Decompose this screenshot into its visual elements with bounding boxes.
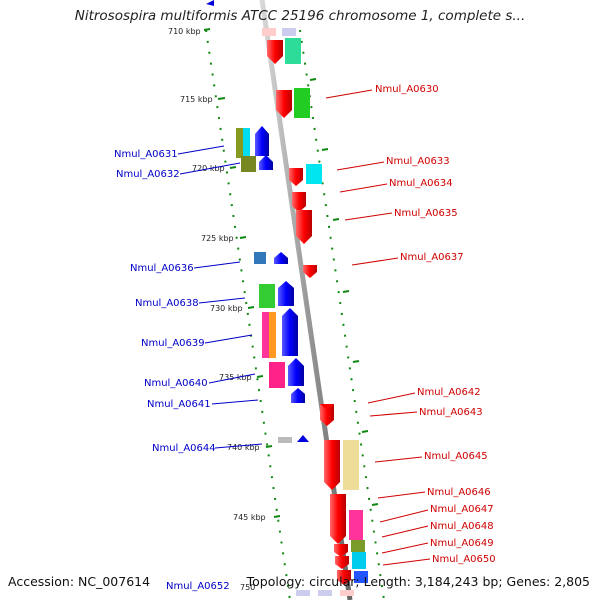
gene-label-right[interactable]: Nmul_A0646 xyxy=(427,487,491,498)
gene-label-left[interactable]: Nmul_A0639 xyxy=(141,338,205,349)
gene-block xyxy=(306,164,322,184)
gene-label-left[interactable]: Nmul_A0631 xyxy=(114,149,178,160)
gene-block xyxy=(351,540,365,552)
gene-arrow xyxy=(291,388,305,403)
gene-block xyxy=(236,128,243,158)
reverse-strand-genes xyxy=(236,126,309,443)
gene-arrow xyxy=(334,544,348,557)
gene-arrow xyxy=(337,570,351,585)
gene-block xyxy=(243,128,250,158)
scale-labels: 710 kbp 715 kbp 720 kbp 725 kbp 730 kbp … xyxy=(168,27,281,592)
gene-arrow xyxy=(303,265,317,278)
gene-label-left[interactable]: Nmul_A0636 xyxy=(130,263,194,274)
gene-block xyxy=(259,284,275,308)
gene-label-left[interactable]: Nmul_A0644 xyxy=(152,443,216,454)
scale-label-725: 725 kbp xyxy=(201,234,234,243)
label-leaders-right xyxy=(325,89,431,566)
gene-arrow xyxy=(255,126,269,156)
gene-arrow xyxy=(274,252,288,264)
gene-arrow xyxy=(288,358,304,386)
gene-arrow xyxy=(259,155,273,170)
gene-arrow xyxy=(282,308,298,356)
gene-arrow xyxy=(289,168,303,186)
gene-label-right[interactable]: Nmul_A0648 xyxy=(430,521,494,532)
gene-label-right[interactable]: Nmul_A0634 xyxy=(389,178,453,189)
gene-label-right[interactable]: Nmul_A0633 xyxy=(386,156,450,167)
gene-block xyxy=(343,440,359,490)
gene-block xyxy=(254,252,266,264)
gene-block xyxy=(241,156,256,172)
gene-label-right[interactable]: Nmul_A0635 xyxy=(394,208,458,219)
gene-block xyxy=(354,571,368,583)
gene-label-left[interactable]: Nmul_A0640 xyxy=(144,378,208,389)
gene-arrow xyxy=(297,435,309,442)
gene-arrow xyxy=(276,90,292,118)
gene-label-right[interactable]: Nmul_A0642 xyxy=(417,387,481,398)
scale-label-740: 740 kbp xyxy=(227,443,260,452)
gene-block xyxy=(349,510,363,540)
gene-arrow xyxy=(330,494,346,544)
gene-label-right[interactable]: Nmul_A0647 xyxy=(430,504,494,515)
top-partial-genes xyxy=(206,0,296,36)
gene-block xyxy=(352,552,366,569)
scale-label-715: 715 kbp xyxy=(180,95,213,104)
gene-block xyxy=(285,38,301,64)
gene-arrow xyxy=(296,210,312,244)
gene-arrow xyxy=(320,404,334,410)
gene-arrow xyxy=(320,404,334,426)
scale-label-730: 730 kbp xyxy=(210,304,243,313)
gene-labels-left: Nmul_A0631 Nmul_A0632 Nmul_A0636 Nmul_A0… xyxy=(114,149,230,592)
bottom-partial-genes xyxy=(296,590,354,596)
topology-label: Topology: circular; Length: 3,184,243 bp… xyxy=(246,574,590,589)
gene-arrow xyxy=(292,192,306,212)
gene-arrow xyxy=(335,556,349,569)
gene-arrow xyxy=(278,281,294,306)
map-title: Nitrosospira multiformis ATCC 25196 chro… xyxy=(74,8,526,24)
gene-label-left[interactable]: Nmul_A0638 xyxy=(135,298,199,309)
gene-label-right[interactable]: Nmul_A0637 xyxy=(400,252,464,263)
label-leaders-left xyxy=(177,145,263,449)
gene-block xyxy=(269,362,285,388)
gene-label-right[interactable]: Nmul_A0650 xyxy=(432,554,496,565)
gene-arrow xyxy=(324,440,340,490)
gene-label-left[interactable]: Nmul_A0632 xyxy=(116,169,180,180)
scale-label-745: 745 kbp xyxy=(233,513,266,522)
gene-arrow xyxy=(267,40,283,64)
forward-strand-genes xyxy=(267,38,368,585)
gene-block xyxy=(262,312,269,358)
scale-ticks-right xyxy=(309,78,379,506)
gene-label-left[interactable]: Nmul_A0641 xyxy=(147,399,211,410)
gene-label-left[interactable]: Nmul_A0652 xyxy=(166,581,230,592)
gene-block xyxy=(294,88,310,118)
scale-label-710: 710 kbp xyxy=(168,27,201,36)
accession-label: Accession: NC_007614 xyxy=(8,574,151,589)
gene-label-right[interactable]: Nmul_A0630 xyxy=(375,84,439,95)
gene-label-right[interactable]: Nmul_A0645 xyxy=(424,451,488,462)
gene-block xyxy=(269,312,276,358)
gene-label-right[interactable]: Nmul_A0649 xyxy=(430,538,494,549)
scale-label-750: 750 xyxy=(240,583,255,592)
gene-labels-right: Nmul_A0630 Nmul_A0633 Nmul_A0634 Nmul_A0… xyxy=(375,84,496,565)
gene-block xyxy=(278,437,292,443)
gene-label-right[interactable]: Nmul_A0643 xyxy=(419,407,483,418)
